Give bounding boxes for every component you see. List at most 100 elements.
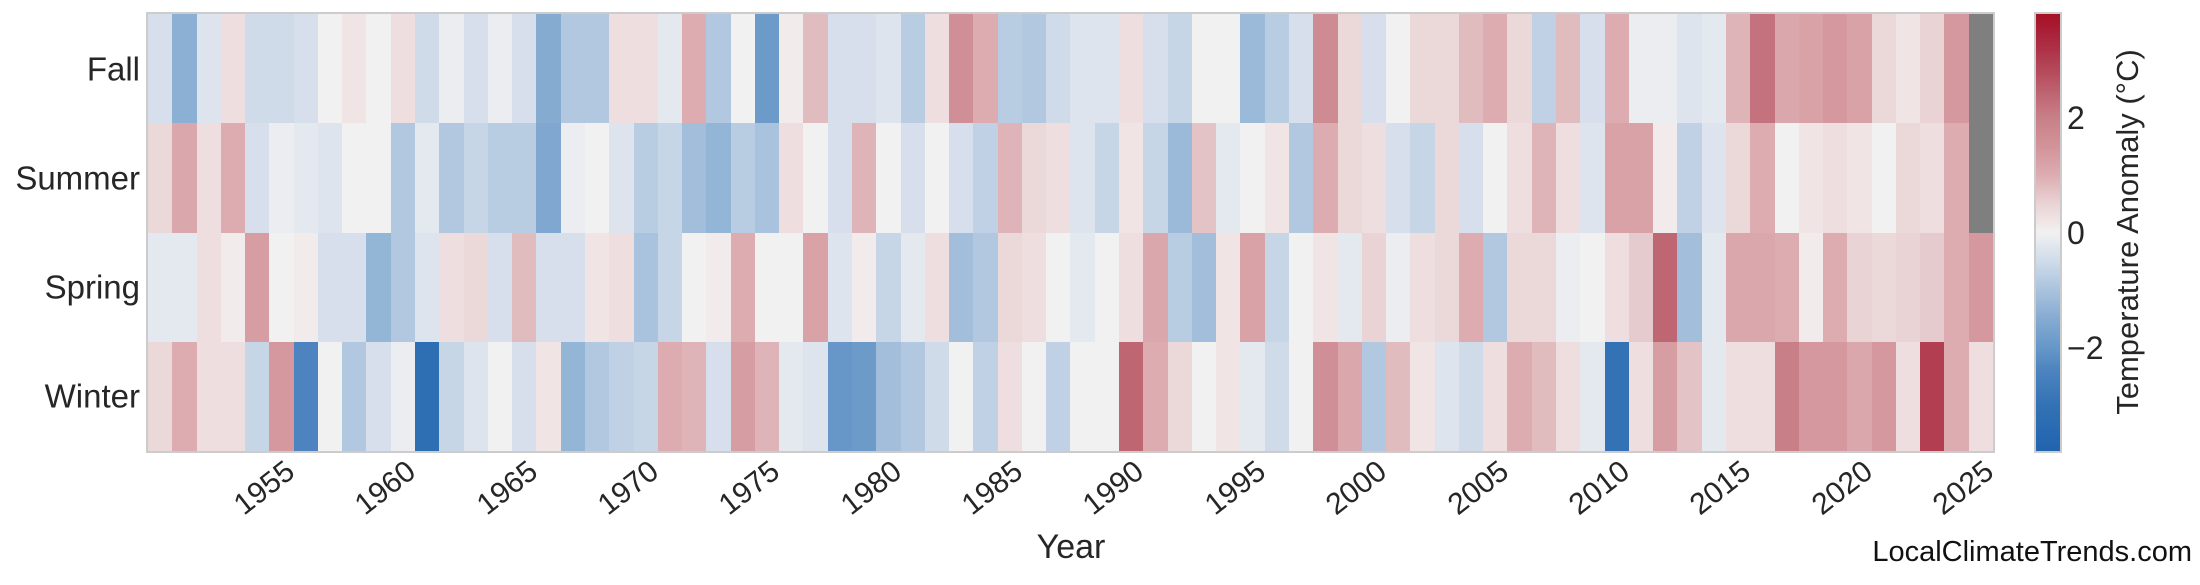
heatmap-cell — [682, 341, 707, 451]
row-label-summer: Summer — [15, 159, 140, 197]
heatmap-cell — [1556, 123, 1581, 233]
heatmap-cell — [536, 14, 561, 124]
x-axis-title: Year — [1036, 528, 1106, 566]
heatmap-cell — [512, 123, 537, 233]
heatmap-cell — [1264, 14, 1289, 124]
row-label-winter: Winter — [44, 377, 140, 415]
heatmap-cell — [1823, 123, 1848, 233]
heatmap-cell — [682, 232, 707, 342]
heatmap-cell — [148, 123, 173, 233]
heatmap-cell — [633, 123, 658, 233]
x-tick-label-1990: 1990 — [1077, 454, 1151, 522]
heatmap-cell — [220, 232, 246, 342]
heatmap-cell — [196, 123, 221, 233]
heatmap-cell — [1386, 341, 1411, 451]
heatmap-cell — [172, 341, 197, 451]
heatmap-cell — [512, 232, 537, 342]
heatmap-cell — [657, 123, 683, 233]
x-tick-label-1965: 1965 — [470, 454, 544, 522]
heatmap-cell — [463, 232, 488, 342]
heatmap-cell — [876, 341, 901, 451]
heatmap-cell — [342, 232, 367, 342]
heatmap-cell — [317, 14, 343, 124]
heatmap-cell — [584, 232, 610, 342]
heatmap-cell — [827, 232, 852, 342]
heatmap-cell — [560, 232, 585, 342]
heatmap-cell — [876, 232, 901, 342]
heatmap-cell — [1167, 232, 1192, 342]
heatmap-cell — [439, 14, 464, 124]
heatmap-cell — [439, 123, 464, 233]
heatmap-cell — [1386, 232, 1411, 342]
heatmap-cell — [949, 14, 974, 124]
heatmap-cell — [1337, 341, 1362, 451]
heatmap-cell — [1653, 123, 1678, 233]
heatmap-cell — [1216, 14, 1241, 124]
heatmap-cell — [1871, 123, 1896, 233]
colorbar-gradient — [2036, 14, 2060, 451]
heatmap-cell — [1798, 341, 1824, 451]
heatmap-cell — [1483, 14, 1508, 124]
heatmap-cell — [633, 232, 658, 342]
heatmap-cell — [1288, 14, 1314, 124]
heatmap-cell — [1434, 123, 1459, 233]
heatmap-cell — [172, 232, 197, 342]
row-label-fall: Fall — [86, 50, 140, 88]
heatmap-cell — [1458, 123, 1484, 233]
heatmap-cell — [245, 14, 270, 124]
heatmap-cell — [172, 14, 197, 124]
heatmap-cell — [1968, 232, 1993, 342]
heatmap-cell — [706, 341, 731, 451]
heatmap-cell — [1361, 232, 1387, 342]
heatmap-cell — [1847, 341, 1872, 451]
heatmap-cell — [1021, 123, 1047, 233]
heatmap-cell — [293, 232, 318, 342]
heatmap-cell — [317, 232, 343, 342]
heatmap-cell — [609, 341, 634, 451]
heatmap-cell — [706, 232, 731, 342]
heatmap-cell — [1944, 341, 1969, 451]
heatmap-cell — [487, 232, 513, 342]
heatmap-cell — [1313, 341, 1338, 451]
heatmap-cell — [1434, 232, 1459, 342]
heatmap-cell — [1750, 123, 1775, 233]
heatmap-cell — [1216, 341, 1241, 451]
heatmap-cell — [900, 341, 925, 451]
heatmap-cell — [293, 14, 318, 124]
heatmap-cell — [876, 14, 901, 124]
heatmap-cell — [1216, 232, 1241, 342]
heatmap-cell — [754, 341, 780, 451]
heatmap-cell — [1264, 341, 1289, 451]
heatmap-cell — [1046, 341, 1071, 451]
heatmap-cell — [560, 14, 585, 124]
heatmap-cell — [1119, 341, 1144, 451]
heatmap-cell — [1240, 14, 1265, 124]
heatmap-cell — [220, 123, 246, 233]
heatmap-cell — [148, 341, 173, 451]
x-tick-label-1995: 1995 — [1198, 454, 1272, 522]
heatmap-cell — [1944, 14, 1969, 124]
heatmap-cell — [1167, 123, 1192, 233]
heatmap-cell — [1798, 123, 1824, 233]
heatmap-cell — [1604, 123, 1629, 233]
heatmap-cell — [852, 341, 877, 451]
heatmap-cell — [1216, 123, 1241, 233]
heatmap-cell — [1094, 341, 1120, 451]
heatmap-cell — [1313, 14, 1338, 124]
heatmap-cell — [827, 14, 852, 124]
x-tick-label-1960: 1960 — [349, 454, 422, 522]
heatmap-cell — [1531, 14, 1557, 124]
heatmap-cell — [1410, 232, 1435, 342]
heatmap-cell — [1288, 232, 1314, 342]
heatmap-cell — [900, 232, 925, 342]
heatmap-cell — [609, 123, 634, 233]
heatmap-cell — [439, 232, 464, 342]
heatmap-cell — [1628, 123, 1654, 233]
heatmap-cell — [317, 123, 343, 233]
heatmap-cell — [730, 232, 755, 342]
heatmap-cell — [1046, 14, 1071, 124]
heatmap-cell — [1968, 123, 1993, 233]
heatmap-cell — [754, 232, 780, 342]
heatmap-cell — [1944, 232, 1969, 342]
